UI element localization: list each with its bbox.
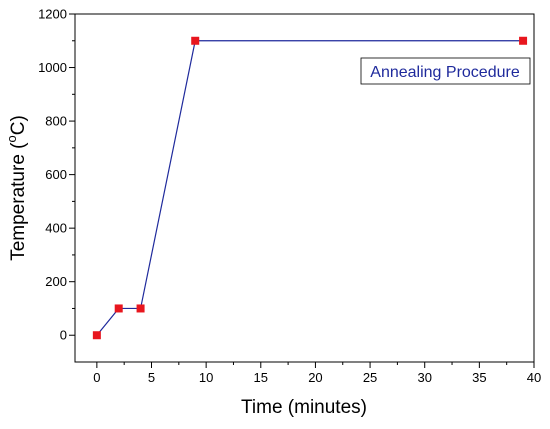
- series-layer: [92, 36, 528, 340]
- data-point: [136, 304, 145, 313]
- y-axis-title: Temperature (oC): [4, 115, 29, 261]
- y-axis-title-end: C): [8, 115, 29, 135]
- y-tick-label: 1200: [38, 7, 67, 22]
- data-point: [519, 36, 528, 45]
- data-point: [114, 304, 123, 313]
- y-axis-title-superscript: o: [4, 135, 19, 142]
- x-tick-label: 15: [254, 370, 268, 385]
- y-tick-label: 600: [45, 167, 67, 182]
- y-tick-label: 0: [60, 328, 67, 343]
- x-tick-label: 5: [148, 370, 155, 385]
- legend: Annealing Procedure: [360, 57, 531, 85]
- legend-entry: Annealing Procedure: [370, 64, 520, 81]
- x-tick-label: 35: [472, 370, 486, 385]
- y-axis-title-main: Temperature (: [8, 142, 29, 261]
- x-axis-title: Time (minutes): [241, 397, 367, 418]
- data-point: [92, 331, 101, 340]
- y-tick-label: 1000: [38, 60, 67, 75]
- x-tick-label: 30: [417, 370, 431, 385]
- y-tick-label: 400: [45, 221, 67, 236]
- series-line: [96, 40, 524, 336]
- plot-frame: [74, 13, 535, 363]
- y-tick-label: 200: [45, 274, 67, 289]
- x-tick-label: 40: [527, 370, 541, 385]
- legend-box: [360, 57, 531, 85]
- x-tick-label: 10: [199, 370, 213, 385]
- y-tick-label: 800: [45, 114, 67, 129]
- x-tick-label: 0: [93, 370, 100, 385]
- x-tick-label: 20: [308, 370, 322, 385]
- x-tick-label: 25: [363, 370, 377, 385]
- data-point: [191, 36, 200, 45]
